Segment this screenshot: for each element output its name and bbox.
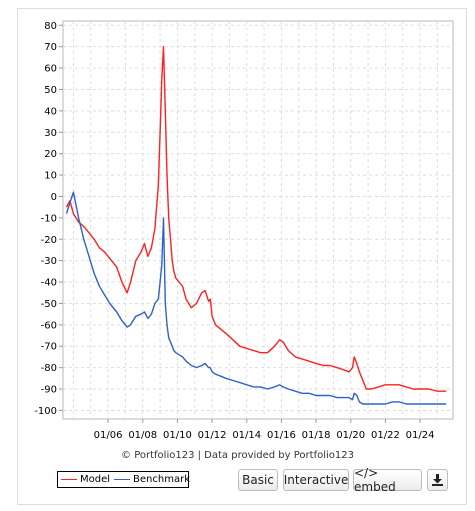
y-tick-label: 40 xyxy=(44,106,57,117)
plot-area xyxy=(62,20,454,420)
y-tick-label: -50 xyxy=(41,299,57,310)
series-lines xyxy=(65,46,447,405)
benchmark-swatch xyxy=(114,479,131,480)
legend-item-benchmark: Benchmark xyxy=(114,474,190,485)
y-tick-label: 70 xyxy=(44,42,57,53)
y-tick-label: -10 xyxy=(41,213,57,224)
y-tick-label: 30 xyxy=(44,128,57,139)
x-tick-label: 01/08 xyxy=(128,430,157,441)
x-tick-label: 01/24 xyxy=(406,430,435,441)
y-tick-label: -60 xyxy=(41,320,57,331)
y-tick-label: -90 xyxy=(41,385,57,396)
x-tick-label: 01/06 xyxy=(94,430,123,441)
x-axis: 01/06 01/08 01/10 01/12 01/14 01/16 01/18 01/20… xyxy=(94,419,435,441)
legend-item-model: Model xyxy=(61,474,110,485)
model-swatch xyxy=(61,479,77,480)
chart-legend: Model Benchmark xyxy=(57,471,190,488)
y-tick-label: -80 xyxy=(41,363,57,374)
y-tick-label: 50 xyxy=(44,85,57,96)
y-tick-label: 10 xyxy=(44,171,57,182)
legend-label-model: Model xyxy=(80,474,111,485)
y-tick-label: -40 xyxy=(41,278,57,289)
chart-credit: © Portfolio123 | Data provided by Portfo… xyxy=(121,450,354,461)
x-tick-label: 01/12 xyxy=(198,430,227,441)
x-tick-label: 01/18 xyxy=(302,430,331,441)
y-tick-label: 0 xyxy=(51,192,57,203)
legend-label-benchmark: Benchmark xyxy=(133,474,190,485)
series-line-model xyxy=(65,46,447,392)
x-tick-label: 01/10 xyxy=(163,430,192,441)
performance-chart: 80 70 60 50 40 30 20 10 0 -10 -20 -30 -40 -50 -60 -70 -8… xyxy=(34,20,454,441)
interactive-button[interactable]: Interactive xyxy=(283,469,349,491)
series-line-benchmark xyxy=(65,191,447,405)
y-tick-label: 80 xyxy=(44,21,57,32)
grid-lines xyxy=(63,21,453,419)
y-tick-label: -30 xyxy=(41,256,57,267)
y-tick-label: -100 xyxy=(34,406,57,417)
y-tick-label: 60 xyxy=(44,64,57,75)
x-tick-label: 01/22 xyxy=(371,430,400,441)
download-button[interactable] xyxy=(427,469,448,491)
x-tick-label: 01/14 xyxy=(232,430,261,441)
y-axis: 80 70 60 50 40 30 20 10 0 -10 -20 -30 -40 -50 -60 -70 -8… xyxy=(34,21,63,417)
embed-button[interactable]: </> embed xyxy=(353,466,422,494)
download-icon xyxy=(432,474,443,486)
x-tick-label: 01/16 xyxy=(267,430,296,441)
y-tick-label: 20 xyxy=(44,149,57,160)
y-tick-label: -70 xyxy=(41,342,57,353)
basic-button[interactable]: Basic xyxy=(238,469,278,491)
x-tick-label: 01/20 xyxy=(336,430,365,441)
y-tick-label: -20 xyxy=(41,235,57,246)
